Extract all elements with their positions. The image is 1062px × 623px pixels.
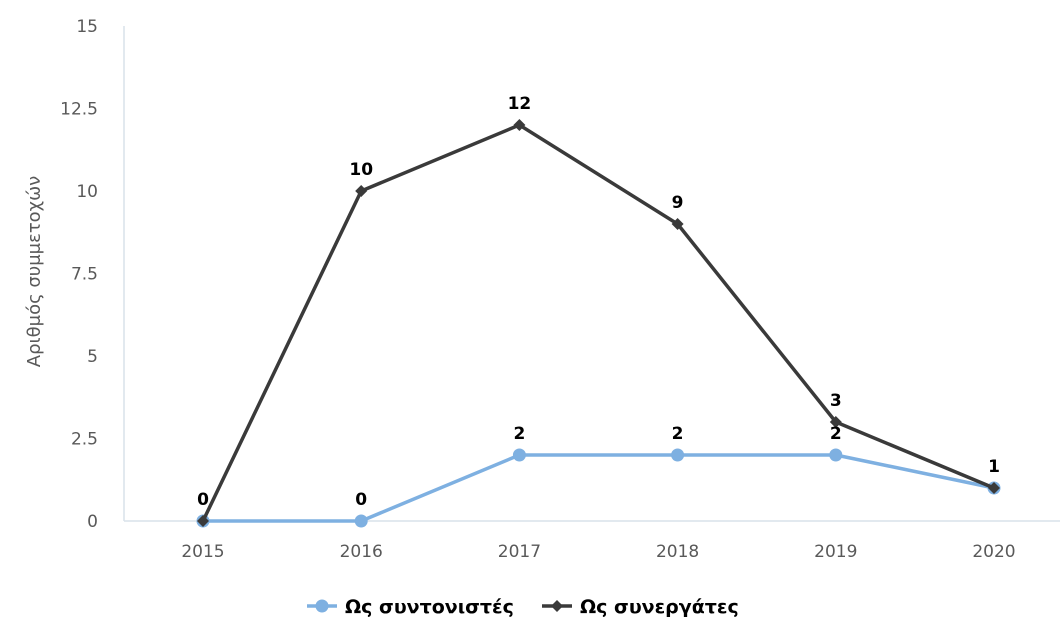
y-axis-title: Αριθμός συμμετοχών	[24, 176, 45, 367]
y-tick-label: 15	[76, 17, 98, 37]
series-1	[196, 448, 1001, 528]
data-point	[512, 448, 526, 462]
series-line	[201, 123, 995, 522]
data-label: 2	[830, 424, 842, 444]
data-point	[354, 514, 368, 528]
series-layer	[196, 119, 1001, 528]
x-tick-label: 2016	[340, 542, 383, 562]
data-label: 1	[988, 457, 1000, 477]
legend-label: Ως συντονιστές	[345, 596, 514, 618]
legend-marker	[315, 599, 329, 613]
x-tick-label: 2017	[498, 542, 541, 562]
data-label: 9	[672, 193, 684, 213]
y-tick-label: 12.5	[60, 100, 98, 120]
axes	[123, 26, 1060, 522]
data-label: 0	[197, 490, 209, 510]
y-tick-label: 7.5	[71, 265, 98, 285]
legend: Ως συντονιστές Ως συνεργάτες	[307, 596, 739, 618]
x-tick-label: 2019	[814, 542, 857, 562]
legend-marker	[551, 600, 563, 612]
y-tick-label: 10	[76, 182, 98, 202]
y-axis-ticks: 0 2.5 5 7.5 10 12.5 15	[60, 17, 98, 532]
x-tick-label: 2018	[656, 542, 699, 562]
data-labels: 0 2 2 2 0 10 12 9 3 1	[197, 94, 1000, 510]
legend-item: Ως συντονιστές	[307, 596, 514, 618]
data-label: 10	[349, 160, 373, 180]
data-point	[671, 218, 684, 230]
y-tick-label: 0	[87, 512, 98, 532]
data-label: 12	[508, 94, 532, 114]
data-point	[988, 482, 1000, 494]
data-point	[197, 515, 209, 527]
data-label: 2	[672, 424, 684, 444]
legend-item: Ως συνεργάτες	[542, 596, 739, 618]
data-point	[829, 448, 843, 462]
y-tick-label: 2.5	[71, 430, 98, 450]
series-line	[203, 453, 995, 523]
x-tick-label: 2020	[972, 542, 1015, 562]
data-point	[513, 119, 526, 131]
data-label: 2	[513, 424, 525, 444]
x-tick-label: 2015	[181, 542, 224, 562]
data-label: 0	[355, 490, 367, 510]
x-axis-ticks: 2015 2016 2017 2018 2019 2020	[181, 542, 1015, 562]
data-label: 3	[830, 391, 842, 411]
series-2	[197, 119, 1000, 527]
data-point	[829, 416, 842, 428]
y-tick-label: 5	[87, 347, 98, 367]
data-point	[355, 185, 368, 197]
legend-label: Ως συνεργάτες	[580, 596, 739, 618]
data-point	[671, 448, 685, 462]
